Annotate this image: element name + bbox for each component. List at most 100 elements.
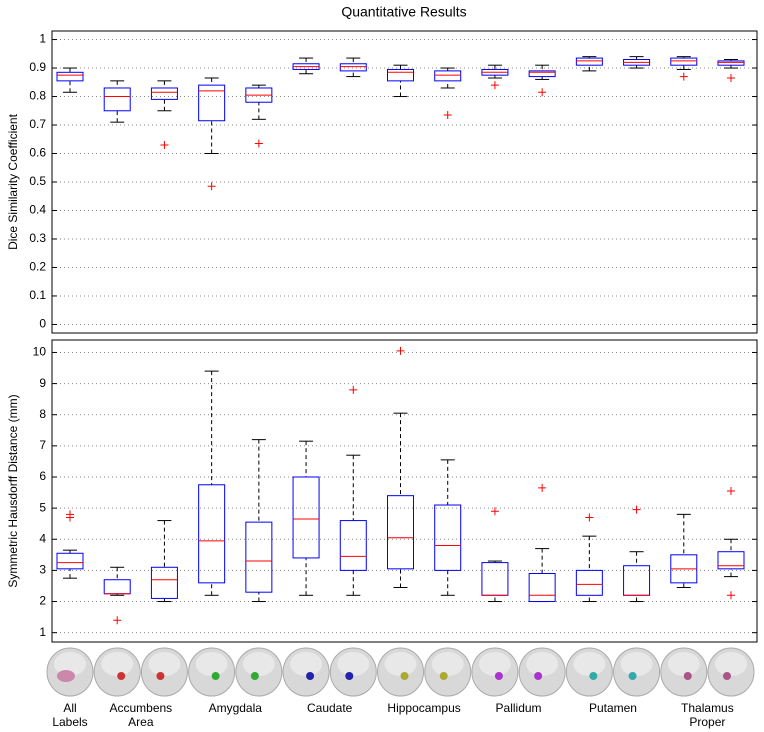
box: [575, 569, 603, 596]
plot-area: [51, 339, 758, 643]
brain-lobe: [290, 652, 323, 676]
y-tick-label: 0.7: [29, 117, 46, 131]
box: [339, 520, 367, 571]
box: [387, 495, 414, 570]
brain-lobe: [148, 652, 181, 676]
y-tick-label: 5: [39, 500, 46, 514]
box: [103, 87, 131, 112]
y-tick-label: 0.1: [29, 288, 46, 302]
outlier: [538, 483, 547, 492]
x-group-label: Accumbens Area: [109, 701, 172, 729]
x-group-label: Thalamus Proper: [681, 701, 734, 729]
label-blob: [117, 672, 126, 680]
box: [150, 566, 178, 599]
box: [670, 57, 698, 66]
brain-lobe: [667, 652, 700, 676]
box: [198, 84, 226, 122]
label-blob: [57, 670, 75, 682]
box: [339, 63, 367, 72]
outlier: [679, 72, 688, 81]
label-blob: [250, 672, 259, 680]
x-group-label: Putamen: [589, 701, 637, 715]
label-blob: [156, 672, 165, 680]
brain-lobe: [431, 652, 464, 676]
y-tick-label: 0.3: [29, 231, 46, 245]
label-blob: [211, 672, 220, 680]
box: [292, 476, 320, 559]
label-blob: [683, 672, 692, 680]
x-group-label: Hippocampus: [387, 701, 460, 715]
y-axis-label: Dice Similarity Coefficient: [6, 113, 20, 249]
label-blob: [628, 672, 637, 680]
outlier: [632, 505, 641, 514]
outlier: [113, 616, 122, 625]
outlier: [727, 74, 735, 83]
y-axis-label: Symmetric Hausdorff Distance (mm): [6, 394, 20, 587]
box: [528, 70, 556, 78]
y-tick-label: 9: [39, 376, 46, 390]
y-tick-label: 3: [39, 563, 46, 577]
outlier: [490, 507, 499, 516]
label-blob: [589, 672, 598, 680]
box: [434, 504, 462, 571]
label-blob: [439, 672, 448, 680]
label-blob: [494, 672, 503, 680]
outlier: [396, 346, 405, 355]
outlier: [66, 513, 74, 522]
y-tick-label: 6: [39, 469, 46, 483]
chart-title: Quantitative Results: [341, 4, 466, 20]
box: [387, 68, 414, 82]
y-tick-label: 7: [39, 438, 46, 452]
outlier: [727, 591, 735, 600]
y-tick-label: 1: [39, 625, 46, 639]
box: [528, 573, 556, 603]
brain-lobe: [478, 652, 511, 676]
box: [575, 57, 603, 66]
y-tick-label: 0.4: [29, 203, 46, 217]
brain-lobe: [526, 652, 559, 676]
brain-lobe: [384, 652, 417, 676]
label-blob: [723, 672, 731, 680]
x-group-label: Amygdala: [209, 701, 263, 715]
label-blob: [400, 672, 409, 680]
box: [150, 87, 178, 100]
outlier: [538, 88, 547, 97]
box: [198, 484, 226, 584]
brain-lobe: [620, 652, 653, 676]
outlier: [490, 81, 499, 90]
box: [56, 71, 84, 82]
x-group-label: Pallidum: [496, 701, 542, 715]
y-tick-label: 10: [33, 345, 47, 359]
y-tick-label: 2: [39, 594, 46, 608]
brain-lobe: [101, 652, 134, 676]
x-group-label: All Labels: [52, 701, 87, 729]
x-group-label: Caudate: [307, 701, 353, 715]
brain-lobe: [715, 652, 747, 676]
label-blob: [345, 672, 354, 680]
outlier: [349, 385, 358, 394]
y-tick-label: 0.5: [29, 174, 46, 188]
outlier: [443, 111, 452, 120]
y-tick-label: 1: [39, 32, 46, 46]
outlier: [254, 139, 263, 148]
y-tick-label: 4: [39, 531, 46, 545]
box: [56, 552, 84, 570]
y-tick-label: 0.6: [29, 146, 46, 160]
brain-lobe: [242, 652, 275, 676]
outlier: [727, 487, 735, 495]
outlier: [585, 513, 594, 522]
brain-lobe: [337, 652, 370, 676]
outlier: [207, 182, 216, 191]
label-blob: [534, 672, 543, 680]
box: [717, 60, 745, 66]
brain-lobe: [54, 652, 86, 676]
y-tick-label: 0.2: [29, 260, 46, 274]
y-tick-label: 0: [39, 317, 46, 331]
label-blob: [306, 672, 315, 680]
brain-lobe: [573, 652, 606, 676]
y-tick-label: 8: [39, 407, 46, 421]
y-tick-label: 0.9: [29, 60, 46, 74]
outlier: [160, 140, 169, 149]
